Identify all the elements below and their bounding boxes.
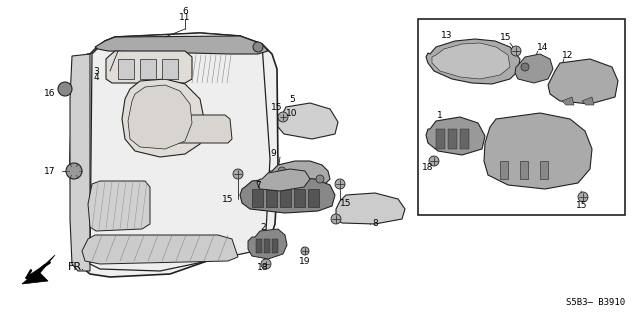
- Polygon shape: [106, 51, 192, 83]
- Text: 15: 15: [576, 202, 588, 211]
- Text: 8: 8: [372, 219, 378, 227]
- Text: 4: 4: [93, 73, 99, 83]
- Polygon shape: [278, 103, 338, 139]
- Text: 6: 6: [182, 6, 188, 16]
- Polygon shape: [22, 255, 55, 284]
- Text: 18: 18: [422, 164, 434, 173]
- Bar: [294, 189, 305, 207]
- Circle shape: [331, 214, 341, 224]
- Text: 1: 1: [437, 110, 443, 120]
- Polygon shape: [140, 59, 156, 79]
- Bar: [460, 129, 469, 149]
- Bar: [308, 189, 319, 207]
- Text: FR.: FR.: [68, 262, 85, 272]
- Bar: [280, 189, 291, 207]
- Bar: [252, 189, 263, 207]
- Circle shape: [58, 82, 72, 96]
- Text: 15: 15: [340, 198, 352, 207]
- Bar: [256, 239, 262, 253]
- Circle shape: [301, 247, 309, 255]
- Circle shape: [316, 175, 324, 183]
- Polygon shape: [122, 79, 205, 157]
- Polygon shape: [336, 193, 405, 224]
- Text: 7: 7: [255, 181, 261, 189]
- Circle shape: [521, 63, 529, 71]
- Text: 19: 19: [300, 256, 311, 265]
- Polygon shape: [520, 161, 528, 179]
- Bar: [266, 189, 277, 207]
- Bar: [264, 239, 270, 253]
- Polygon shape: [118, 59, 134, 79]
- Text: S5B3– B3910: S5B3– B3910: [566, 298, 625, 307]
- Polygon shape: [257, 169, 310, 191]
- Polygon shape: [426, 117, 485, 155]
- Circle shape: [578, 192, 588, 202]
- Text: 11: 11: [179, 13, 191, 23]
- Text: 14: 14: [538, 43, 548, 53]
- Text: 15: 15: [500, 33, 512, 42]
- Polygon shape: [426, 39, 520, 84]
- Text: 2: 2: [260, 224, 266, 233]
- Polygon shape: [582, 97, 594, 105]
- Circle shape: [233, 169, 243, 179]
- Bar: [418, 19, 625, 215]
- Polygon shape: [95, 36, 268, 54]
- Circle shape: [253, 42, 263, 52]
- Polygon shape: [268, 161, 330, 191]
- Text: 12: 12: [563, 51, 573, 61]
- Circle shape: [278, 167, 286, 175]
- Text: 9: 9: [270, 150, 276, 159]
- Bar: [448, 129, 457, 149]
- Polygon shape: [88, 181, 150, 231]
- Bar: [436, 129, 445, 149]
- Polygon shape: [240, 177, 335, 213]
- Polygon shape: [432, 43, 510, 79]
- Bar: [272, 239, 278, 253]
- Circle shape: [511, 46, 521, 56]
- Polygon shape: [70, 33, 278, 277]
- Polygon shape: [548, 59, 618, 104]
- Polygon shape: [500, 161, 508, 179]
- Circle shape: [335, 179, 345, 189]
- Polygon shape: [162, 59, 178, 79]
- Circle shape: [429, 156, 439, 166]
- Text: 15: 15: [271, 102, 283, 112]
- Text: 10: 10: [286, 109, 298, 118]
- Polygon shape: [82, 235, 238, 264]
- Text: 3: 3: [93, 66, 99, 76]
- Polygon shape: [515, 54, 553, 83]
- Polygon shape: [70, 54, 90, 271]
- Polygon shape: [90, 33, 270, 271]
- Text: 5: 5: [289, 94, 295, 103]
- Circle shape: [261, 259, 271, 269]
- Circle shape: [278, 112, 288, 122]
- Polygon shape: [128, 85, 192, 149]
- Polygon shape: [540, 161, 548, 179]
- Circle shape: [66, 163, 82, 179]
- Text: 18: 18: [257, 263, 269, 271]
- Text: 16: 16: [44, 88, 56, 98]
- Polygon shape: [248, 229, 287, 259]
- Polygon shape: [484, 113, 592, 189]
- Text: 15: 15: [222, 195, 234, 204]
- Text: 17: 17: [44, 167, 56, 175]
- Text: 13: 13: [441, 31, 452, 40]
- Polygon shape: [562, 97, 574, 105]
- Polygon shape: [152, 115, 232, 143]
